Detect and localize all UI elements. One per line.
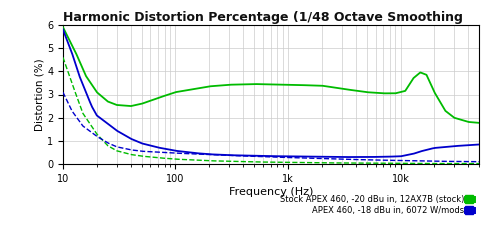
Y-axis label: Distortion (%): Distortion (%) [34, 58, 44, 131]
Legend: Stock APEX 460, -20 dBu in, 12AX7B (stock), APEX 460, -18 dBu in, 6072 W/mods: Stock APEX 460, -20 dBu in, 12AX7B (stoc… [276, 191, 475, 218]
X-axis label: Frequency (Hz): Frequency (Hz) [229, 187, 313, 197]
Text: Harmonic Distortion Percentage (1/48 Octave Smoothing: Harmonic Distortion Percentage (1/48 Oct… [63, 11, 463, 24]
